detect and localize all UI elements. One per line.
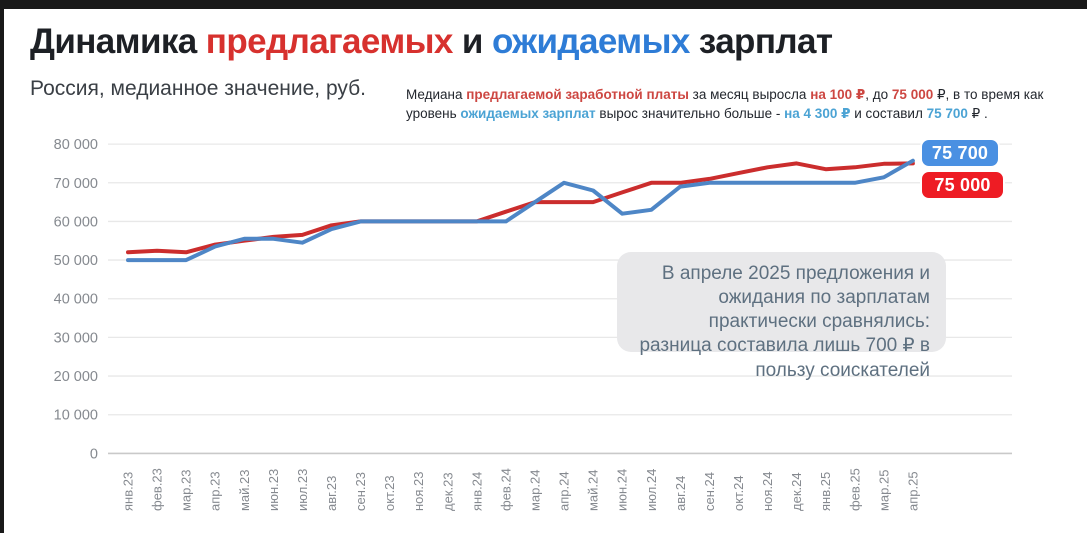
svg-text:янв.24: янв.24	[469, 472, 484, 511]
svg-text:июн.23: июн.23	[266, 469, 281, 511]
svg-text:янв.23: янв.23	[121, 472, 136, 511]
svg-text:июн.24: июн.24	[615, 469, 630, 511]
svg-text:50 000: 50 000	[54, 253, 98, 269]
callout-box: В апреле 2025 предложения и ожидания по …	[617, 252, 946, 381]
svg-text:янв.25: янв.25	[818, 472, 833, 511]
svg-text:дек.24: дек.24	[789, 472, 804, 511]
svg-text:окт.23: окт.23	[382, 475, 397, 511]
svg-text:70 000: 70 000	[54, 176, 98, 192]
svg-text:сен.23: сен.23	[353, 472, 368, 511]
svg-text:май.24: май.24	[586, 469, 601, 511]
svg-text:июл.23: июл.23	[295, 469, 310, 511]
svg-text:авг.23: авг.23	[324, 476, 339, 511]
svg-text:0: 0	[90, 446, 98, 462]
svg-text:авг.24: авг.24	[673, 476, 688, 511]
svg-text:60 000: 60 000	[54, 214, 98, 230]
svg-text:ноя.24: ноя.24	[760, 471, 775, 511]
top-accent-bar	[0, 0, 1087, 9]
svg-text:80 000: 80 000	[54, 137, 98, 153]
svg-text:сен.24: сен.24	[702, 472, 717, 511]
svg-text:фев.25: фев.25	[847, 468, 862, 511]
svg-text:мар.25: мар.25	[876, 470, 891, 511]
offered-value-badge: 75 000	[920, 170, 1005, 200]
svg-text:окт.24: окт.24	[731, 475, 746, 511]
svg-text:дек.23: дек.23	[440, 472, 455, 511]
chart-y-axis-labels: 0 10 000 20 000 30 000 40 000 50 000 60 000 70 …	[54, 137, 98, 462]
svg-text:40 000: 40 000	[54, 292, 98, 308]
svg-text:ноя.23: ноя.23	[411, 471, 426, 511]
left-accent-bar	[0, 0, 4, 533]
svg-text:апр.23: апр.23	[208, 471, 223, 511]
chart-series-lines	[126, 158, 915, 263]
page-title: Динамика предлагаемых и ожидаемых зарпла…	[30, 22, 833, 61]
svg-text:июл.24: июл.24	[644, 469, 659, 511]
svg-text:мар.24: мар.24	[527, 470, 542, 511]
expected-value-badge: 75 700	[920, 138, 1000, 168]
chart-subtitle: Россия, медианное значение, руб.	[30, 77, 367, 100]
svg-text:май.23: май.23	[237, 469, 252, 511]
annotation-text: Медиана предлагаемой заработной платы за…	[406, 87, 1044, 122]
svg-text:фев.24: фев.24	[498, 468, 513, 511]
svg-text:мар.23: мар.23	[179, 470, 194, 511]
svg-text:20 000: 20 000	[54, 369, 98, 385]
chart-x-axis-labels: янв.23 фев.23 мар.23 апр.23 май.23 июн.23 июл.…	[121, 468, 921, 511]
svg-text:фев.23: фев.23	[150, 468, 165, 511]
svg-text:апр.25: апр.25	[905, 471, 920, 511]
svg-text:апр.24: апр.24	[557, 471, 572, 511]
svg-text:30 000: 30 000	[54, 330, 98, 346]
svg-text:10 000: 10 000	[54, 408, 98, 424]
